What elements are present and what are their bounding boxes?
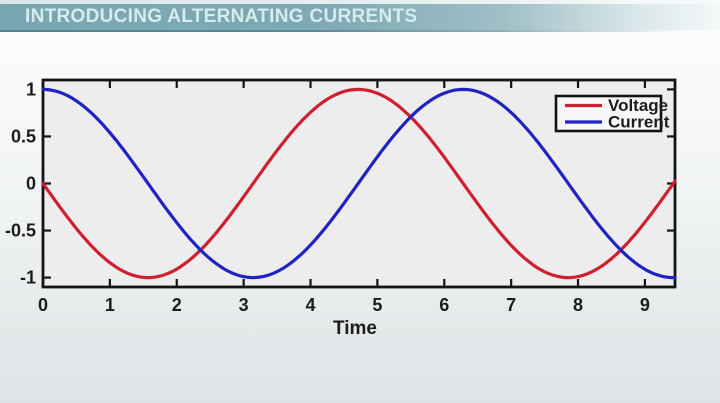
header-bar: INTRODUCING ALTERNATING CURRENTS xyxy=(0,4,720,30)
x-tick-label: 0 xyxy=(38,295,48,315)
y-tick-label: 0.5 xyxy=(11,126,36,146)
x-tick-label: 9 xyxy=(640,295,650,315)
x-tick-label: 7 xyxy=(506,295,516,315)
x-tick-label: 8 xyxy=(573,295,583,315)
x-tick-label: 5 xyxy=(372,295,382,315)
x-tick-label: 2 xyxy=(172,295,182,315)
header-underline xyxy=(0,30,720,32)
x-tick-label: 6 xyxy=(439,295,449,315)
y-tick-label: 1 xyxy=(26,79,36,99)
top-strip xyxy=(0,0,720,4)
x-tick-label: 1 xyxy=(105,295,115,315)
page-title: INTRODUCING ALTERNATING CURRENTS xyxy=(25,6,418,27)
x-tick-label: 4 xyxy=(306,295,316,315)
y-tick-label: -0.5 xyxy=(5,221,36,241)
current-curve xyxy=(41,87,677,280)
time-axis-label: Time xyxy=(333,318,377,339)
legend-label-voltage: Voltage xyxy=(608,96,668,115)
x-tick-label: 3 xyxy=(239,295,249,315)
y-tick-label: 0 xyxy=(26,174,36,194)
legend-label-current: Current xyxy=(608,113,670,132)
voltage-curve xyxy=(41,87,677,280)
legend-box xyxy=(554,94,663,133)
y-tick-label: -1 xyxy=(20,268,36,288)
